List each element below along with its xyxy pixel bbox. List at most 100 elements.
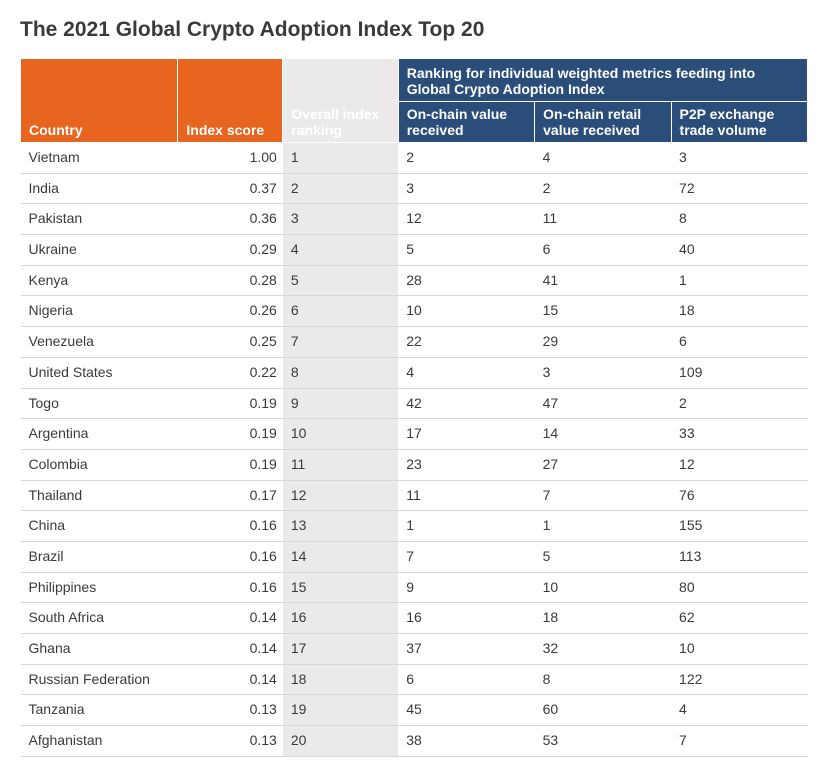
cell-m3: 7: [671, 726, 807, 757]
table-row: Kenya0.28528411: [21, 265, 808, 296]
cell-rank: 13: [283, 511, 398, 542]
cell-score: 0.16: [178, 511, 283, 542]
col-header-country: Country: [21, 59, 178, 143]
table-row: China0.161311155: [21, 511, 808, 542]
cell-m3: 122: [671, 664, 807, 695]
col-header-spanner: Ranking for individual weighted metrics …: [398, 59, 807, 102]
cell-m2: 32: [535, 634, 671, 665]
cell-country: Russian Federation: [21, 664, 178, 695]
cell-rank: 7: [283, 327, 398, 358]
page-title: The 2021 Global Crypto Adoption Index To…: [20, 18, 808, 42]
cell-m1: 10: [398, 296, 534, 327]
cell-rank: 18: [283, 664, 398, 695]
cell-m3: 109: [671, 357, 807, 388]
cell-m1: 3: [398, 173, 534, 204]
table-row: Venezuela0.25722296: [21, 327, 808, 358]
cell-rank: 3: [283, 204, 398, 235]
table-row: Togo0.19942472: [21, 388, 808, 419]
cell-score: 0.14: [178, 603, 283, 634]
cell-country: Vietnam: [21, 143, 178, 174]
table-row: Ukraine0.2945640: [21, 235, 808, 266]
cell-m3: 6: [671, 327, 807, 358]
table-row: United States0.22843109: [21, 357, 808, 388]
cell-country: South Africa: [21, 603, 178, 634]
cell-score: 0.13: [178, 726, 283, 757]
col-header-score: Index score: [178, 59, 283, 143]
cell-m2: 27: [535, 449, 671, 480]
cell-m1: 42: [398, 388, 534, 419]
cell-m3: 62: [671, 603, 807, 634]
cell-score: 0.19: [178, 419, 283, 450]
cell-score: 0.37: [178, 173, 283, 204]
table-row: Russian Federation0.141868122: [21, 664, 808, 695]
cell-m1: 7: [398, 541, 534, 572]
cell-rank: 11: [283, 449, 398, 480]
cell-score: 0.17: [178, 480, 283, 511]
cell-rank: 19: [283, 695, 398, 726]
cell-m1: 22: [398, 327, 534, 358]
cell-m3: 2: [671, 388, 807, 419]
cell-country: Colombia: [21, 449, 178, 480]
cell-m1: 16: [398, 603, 534, 634]
cell-country: Venezuela: [21, 327, 178, 358]
cell-m1: 37: [398, 634, 534, 665]
cell-m3: 8: [671, 204, 807, 235]
col-header-rank: Overall index ranking: [283, 59, 398, 143]
cell-m3: 80: [671, 572, 807, 603]
table-row: Vietnam1.001243: [21, 143, 808, 174]
cell-m2: 47: [535, 388, 671, 419]
cell-m1: 2: [398, 143, 534, 174]
cell-score: 0.36: [178, 204, 283, 235]
cell-rank: 12: [283, 480, 398, 511]
cell-rank: 4: [283, 235, 398, 266]
cell-m1: 17: [398, 419, 534, 450]
cell-country: Brazil: [21, 541, 178, 572]
col-header-m1: On-chain value received: [398, 102, 534, 143]
cell-m3: 72: [671, 173, 807, 204]
cell-score: 0.16: [178, 572, 283, 603]
cell-score: 0.16: [178, 541, 283, 572]
table-row: Tanzania0.131945604: [21, 695, 808, 726]
table-row: Thailand0.171211776: [21, 480, 808, 511]
cell-rank: 6: [283, 296, 398, 327]
table-row: Philippines0.161591080: [21, 572, 808, 603]
cell-m2: 60: [535, 695, 671, 726]
cell-m3: 10: [671, 634, 807, 665]
cell-country: Tanzania: [21, 695, 178, 726]
cell-rank: 10: [283, 419, 398, 450]
cell-m1: 12: [398, 204, 534, 235]
cell-m3: 12: [671, 449, 807, 480]
cell-m3: 3: [671, 143, 807, 174]
cell-m1: 11: [398, 480, 534, 511]
table-row: Ghana0.1417373210: [21, 634, 808, 665]
table-row: Afghanistan0.132038537: [21, 726, 808, 757]
cell-m1: 9: [398, 572, 534, 603]
table-row: Brazil0.161475113: [21, 541, 808, 572]
cell-m2: 29: [535, 327, 671, 358]
cell-score: 0.19: [178, 388, 283, 419]
cell-country: United States: [21, 357, 178, 388]
table-row: Nigeria0.266101518: [21, 296, 808, 327]
cell-m2: 1: [535, 511, 671, 542]
cell-rank: 8: [283, 357, 398, 388]
table-body: Vietnam1.001243India0.3723272Pakistan0.3…: [21, 143, 808, 757]
cell-rank: 1: [283, 143, 398, 174]
cell-country: China: [21, 511, 178, 542]
cell-m1: 5: [398, 235, 534, 266]
col-header-m2: On-chain retail value received: [535, 102, 671, 143]
cell-m1: 45: [398, 695, 534, 726]
cell-m2: 5: [535, 541, 671, 572]
cell-country: Argentina: [21, 419, 178, 450]
cell-m3: 1: [671, 265, 807, 296]
cell-score: 0.29: [178, 235, 283, 266]
cell-m2: 41: [535, 265, 671, 296]
cell-m2: 11: [535, 204, 671, 235]
cell-rank: 14: [283, 541, 398, 572]
cell-m3: 18: [671, 296, 807, 327]
table-row: Pakistan0.36312118: [21, 204, 808, 235]
cell-country: India: [21, 173, 178, 204]
adoption-index-table: Country Index score Overall index rankin…: [20, 58, 808, 757]
cell-country: Afghanistan: [21, 726, 178, 757]
cell-score: 0.14: [178, 664, 283, 695]
cell-country: Ghana: [21, 634, 178, 665]
